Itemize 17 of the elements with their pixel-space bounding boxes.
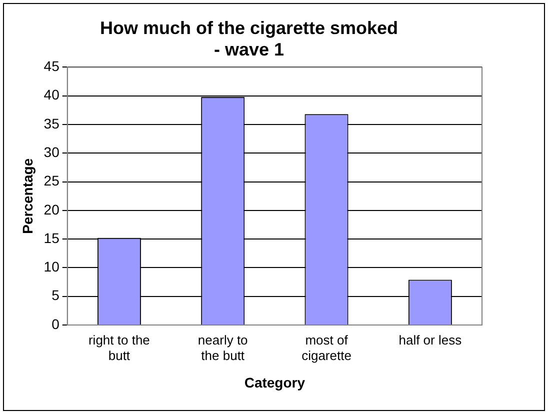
x-axis-title: Category xyxy=(244,374,306,390)
y-tick-label: 15 xyxy=(44,230,60,246)
y-tick-label: 45 xyxy=(44,58,60,74)
y-tick-label: 25 xyxy=(44,172,60,189)
x-tick-label: most of cigarette xyxy=(302,332,352,363)
x-tick-label: half or less xyxy=(398,332,462,348)
y-axis-title: Percentage xyxy=(19,158,36,234)
y-tick-label: 5 xyxy=(52,287,60,304)
y-tick-label: 30 xyxy=(44,144,60,160)
chart-title: How much of the cigarette smoked - wave 1 xyxy=(100,18,398,60)
y-tick-label: 20 xyxy=(44,201,60,218)
x-tick-label: right to the butt xyxy=(88,332,150,363)
y-tick-label: 35 xyxy=(44,115,60,132)
y-tick-label: 40 xyxy=(44,86,60,103)
y-tick-label: 0 xyxy=(52,316,60,332)
x-tick-label: nearly to the butt xyxy=(198,332,248,363)
y-tick-label: 10 xyxy=(44,258,60,275)
